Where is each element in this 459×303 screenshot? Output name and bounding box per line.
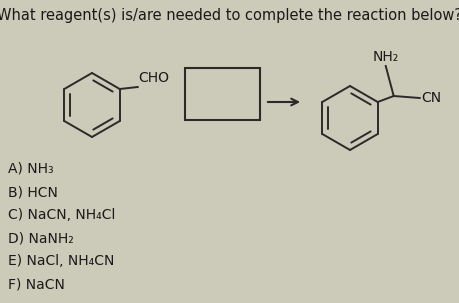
Text: CHO: CHO (139, 71, 169, 85)
Text: D) NaNH₂: D) NaNH₂ (8, 231, 73, 245)
Text: CN: CN (421, 91, 441, 105)
Text: What reagent(s) is/are needed to complete the reaction below?: What reagent(s) is/are needed to complet… (0, 8, 459, 23)
Bar (185, 68, 259, 120)
Text: E) NaCl, NH₄CN: E) NaCl, NH₄CN (8, 254, 114, 268)
Text: B) HCN: B) HCN (8, 185, 58, 199)
Text: F) NaCN: F) NaCN (8, 277, 65, 291)
Text: A) NH₃: A) NH₃ (8, 162, 54, 176)
Text: NH₂: NH₂ (372, 50, 398, 64)
Text: C) NaCN, NH₄Cl: C) NaCN, NH₄Cl (8, 208, 115, 222)
